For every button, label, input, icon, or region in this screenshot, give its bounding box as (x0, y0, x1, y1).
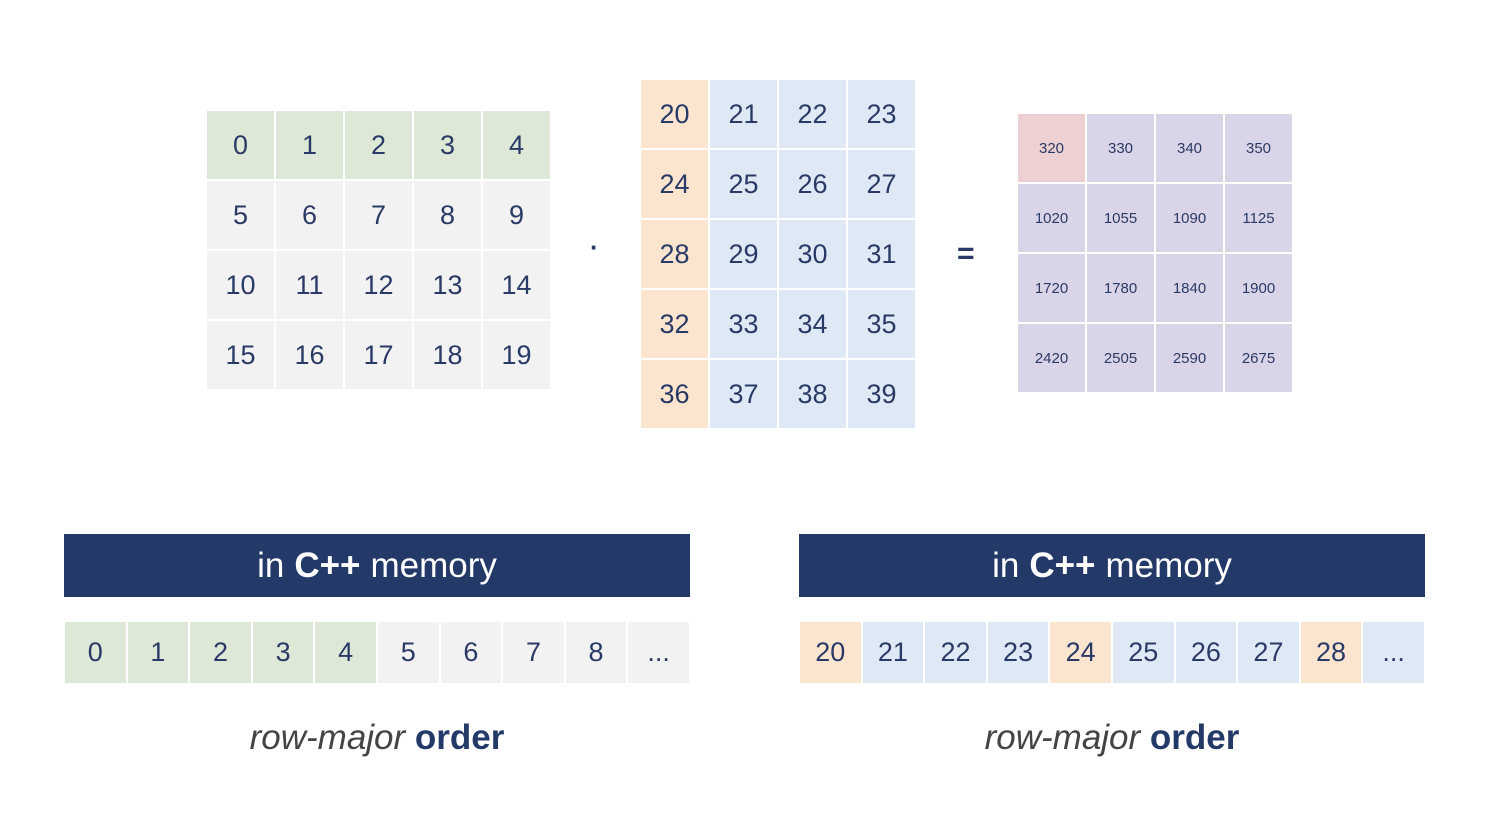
matrix-cell: 320 (1018, 114, 1085, 182)
matrix-cell: 1 (276, 111, 343, 179)
matrix-cell: 2675 (1225, 324, 1292, 392)
caption-bold: order (1149, 718, 1240, 757)
equals-operator: = (957, 237, 975, 270)
matrix-cell: 24 (641, 150, 708, 218)
memory-cell: 1 (127, 622, 189, 683)
matrix-cell: 23 (848, 80, 915, 148)
caption-italic: row-major (249, 718, 406, 757)
memory-cell: 4 (315, 622, 376, 683)
matrix-cell: 27 (848, 150, 915, 218)
matrix-cell: 34 (779, 290, 846, 358)
matrix-cell: 19 (483, 321, 550, 389)
matrix-cell: 35 (848, 290, 915, 358)
memory-cell: 7 (503, 622, 564, 683)
matrix-cell: 33 (710, 290, 777, 358)
memory-cell: 2 (190, 622, 251, 683)
memory-header-right: in C++ memory (799, 534, 1425, 597)
memory-cell: 6 (440, 622, 502, 683)
memory-header-pre: in (992, 545, 1020, 585)
matrix-cell: 1055 (1087, 184, 1154, 252)
matrix-cell: 1720 (1018, 254, 1085, 322)
matrix-cell: 1840 (1156, 254, 1223, 322)
caption-left: row-major order (64, 718, 690, 758)
matrix-cell: 1780 (1087, 254, 1154, 322)
memory-cell: 23 (987, 622, 1049, 683)
matrix-cell: 36 (641, 360, 708, 428)
matrix-cell: 25 (710, 150, 777, 218)
memory-cell: 0 (65, 622, 126, 683)
matrix-cell: 18 (414, 321, 481, 389)
matrix-b: 20 21 22 23 24 25 26 27 28 29 30 31 32 33 34 35 36 37 38 39 (641, 80, 915, 428)
matrix-cell: 0 (207, 111, 274, 179)
matrix-cell: 38 (779, 360, 846, 428)
memory-cell: 3 (252, 622, 314, 683)
memory-cell: 8 (565, 622, 627, 683)
matrix-cell: 5 (207, 181, 274, 249)
memory-cell: 21 (862, 622, 924, 683)
matrix-cell: 11 (276, 251, 343, 319)
caption-right: row-major order (799, 718, 1425, 758)
matrix-cell: 17 (345, 321, 412, 389)
matrix-cell: 29 (710, 220, 777, 288)
matrix-cell: 330 (1087, 114, 1154, 182)
memory-cell: 27 (1238, 622, 1299, 683)
memory-cell: 5 (377, 622, 439, 683)
matrix-cell: 4 (483, 111, 550, 179)
matrix-cell: 2 (345, 111, 412, 179)
memory-cell: 24 (1050, 622, 1111, 683)
matrix-cell: 2590 (1156, 324, 1223, 392)
matrix-cell: 26 (779, 150, 846, 218)
matrix-cell: 6 (276, 181, 343, 249)
matrix-cell: 30 (779, 220, 846, 288)
matrix-cell: 14 (483, 251, 550, 319)
memory-header-post: memory (370, 545, 497, 585)
matrix-cell: 15 (207, 321, 274, 389)
memory-cell: 28 (1300, 622, 1362, 683)
matrix-cell: 7 (345, 181, 412, 249)
caption-italic: row-major (984, 718, 1141, 757)
memory-header-pre: in (257, 545, 285, 585)
matrix-cell: 1900 (1225, 254, 1292, 322)
multiply-operator: · (590, 232, 599, 262)
memory-row-left: 0 1 2 3 4 5 6 7 8... (65, 622, 689, 683)
memory-cell: 22 (925, 622, 986, 683)
matrix-cell: 28 (641, 220, 708, 288)
memory-header-left: in C++ memory (64, 534, 690, 597)
matrix-cell: 8 (414, 181, 481, 249)
matrix-cell: 2505 (1087, 324, 1154, 392)
memory-cell: ... (1363, 622, 1424, 683)
memory-cell: 20 (800, 622, 861, 683)
memory-cell: ... (628, 622, 689, 683)
memory-header-post: memory (1105, 545, 1232, 585)
memory-row-right: 20 21 22 23 24 25 26 27 28... (800, 622, 1424, 683)
memory-header-language: C++ (294, 545, 361, 585)
matrix-cell: 39 (848, 360, 915, 428)
matrix-cell: 10 (207, 251, 274, 319)
matrix-cell: 350 (1225, 114, 1292, 182)
matrix-cell: 21 (710, 80, 777, 148)
matrix-cell: 37 (710, 360, 777, 428)
matrix-cell: 1125 (1225, 184, 1292, 252)
matrix-cell: 22 (779, 80, 846, 148)
matrix-cell: 32 (641, 290, 708, 358)
memory-cell: 25 (1112, 622, 1174, 683)
memory-header-language: C++ (1029, 545, 1096, 585)
matrix-cell: 3 (414, 111, 481, 179)
matrix-cell: 340 (1156, 114, 1223, 182)
matrix-cell: 2420 (1018, 324, 1085, 392)
matrix-cell: 13 (414, 251, 481, 319)
matrix-cell: 20 (641, 80, 708, 148)
matrix-cell: 1090 (1156, 184, 1223, 252)
matrix-cell: 1020 (1018, 184, 1085, 252)
matrix-a: 0 1 2 3 4 5 6 7 8 9 10 11 12 13 14 15 16 17 18 19 (207, 111, 550, 389)
memory-cell: 26 (1175, 622, 1237, 683)
caption-bold: order (414, 718, 505, 757)
matrix-cell: 12 (345, 251, 412, 319)
matrix-cell: 31 (848, 220, 915, 288)
matrix-result: 320 330 340 350 1020 1055 1090 1125 1720 1780 1840… (1018, 114, 1292, 392)
matrix-cell: 16 (276, 321, 343, 389)
matrix-cell: 9 (483, 181, 550, 249)
